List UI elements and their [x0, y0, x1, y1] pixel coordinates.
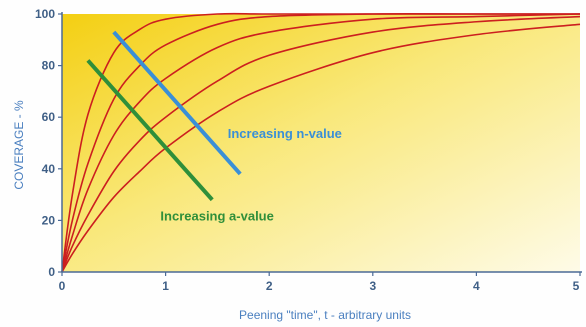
x-tick-label: 4 — [473, 279, 480, 293]
coverage-curve-3 — [61, 13, 581, 273]
x-tick-label: 1 — [162, 279, 169, 293]
x-tick-label: 5 — [573, 279, 580, 293]
y-tick-label: 100 — [35, 7, 55, 21]
y-tick-label: 40 — [42, 162, 56, 176]
plot-background — [62, 14, 580, 272]
x-tick-label: 2 — [266, 279, 273, 293]
y-tick-label: 80 — [42, 59, 56, 73]
y-tick-label: 60 — [42, 110, 56, 124]
x-tick-label: 0 — [59, 279, 66, 293]
annotation-arrow-1 — [112, 30, 242, 176]
y-axis-title: COVERAGE - % — [12, 100, 26, 190]
y-tick-label: 20 — [42, 213, 56, 227]
x-axis-ticks: 0 1 2 3 4 5 — [59, 272, 581, 293]
coverage-curve-2 — [61, 13, 580, 273]
coverage-curve-4 — [61, 15, 581, 273]
x-tick-label: 3 — [369, 279, 376, 293]
y-tick-label: 0 — [48, 265, 55, 279]
annotation-a-value: Increasing a-value — [160, 208, 273, 223]
annotation-n-value: Increasing n-value — [228, 126, 342, 141]
annotation-arrow-2 — [86, 59, 214, 202]
annotation-arrows — [86, 30, 242, 202]
y-axis-ticks: 0 20 40 60 80 100 — [35, 7, 62, 279]
series-curves — [61, 12, 581, 273]
x-axis-title: Peening "time", t - arbitrary units — [239, 308, 411, 322]
coverage-curve-5 — [61, 23, 581, 273]
